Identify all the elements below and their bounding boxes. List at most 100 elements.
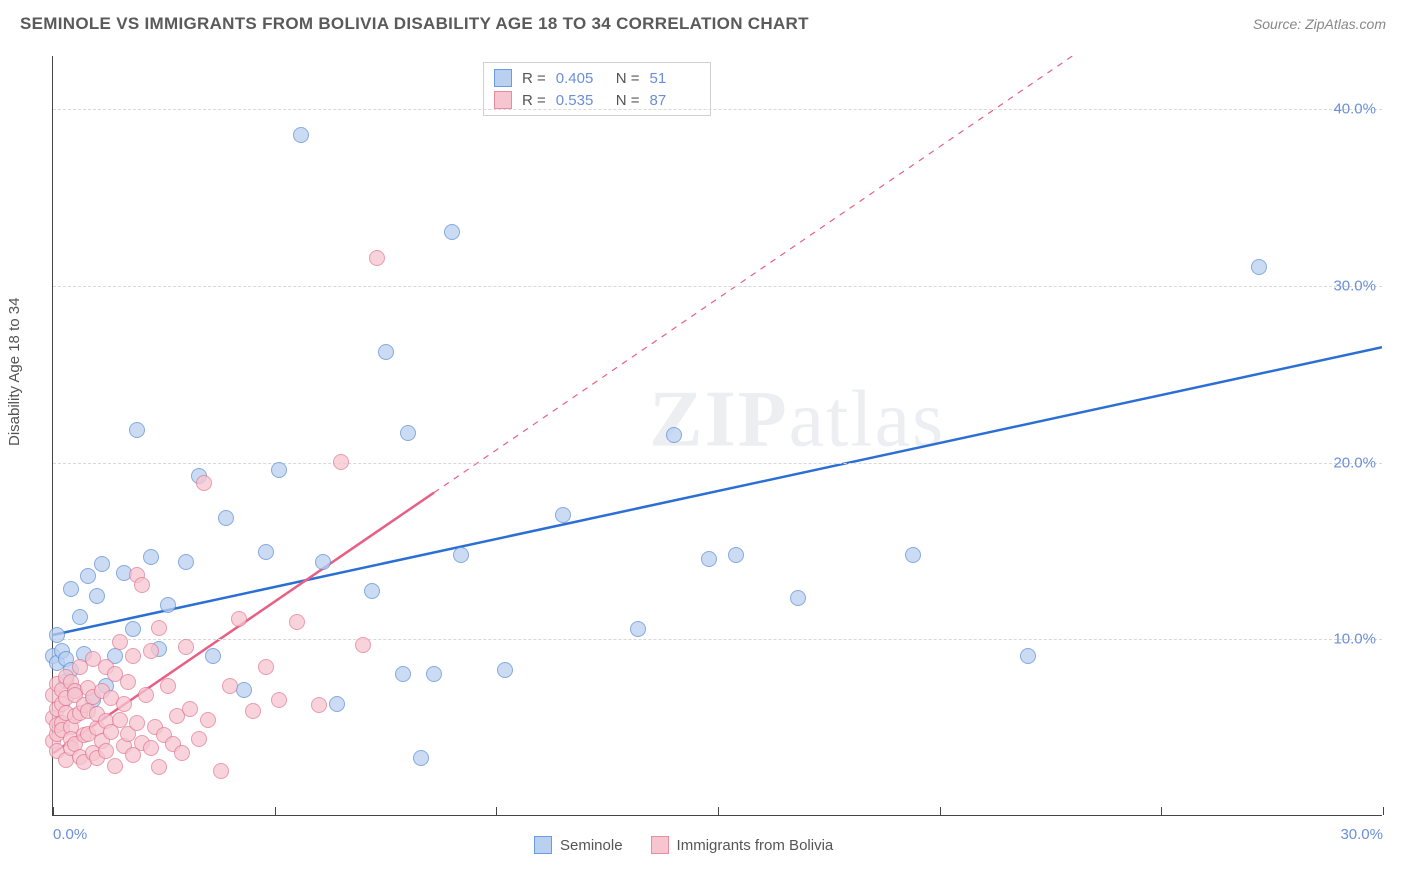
scatter-point	[222, 678, 238, 694]
x-tick-label: 30.0%	[1340, 826, 1383, 843]
legend-n-value: 87	[650, 92, 700, 109]
scatter-point	[134, 577, 150, 593]
watermark: ZIPatlas	[649, 375, 945, 466]
scatter-point	[72, 609, 88, 625]
scatter-point	[160, 597, 176, 613]
legend-row: R = 0.405 N = 51	[494, 67, 700, 89]
legend-label: Immigrants from Bolivia	[677, 837, 834, 854]
scatter-point	[182, 701, 198, 717]
scatter-point	[293, 127, 309, 143]
scatter-point	[160, 678, 176, 694]
scatter-point	[311, 697, 327, 713]
scatter-point	[369, 250, 385, 266]
scatter-point	[378, 344, 394, 360]
scatter-point	[364, 583, 380, 599]
scatter-point	[630, 621, 646, 637]
scatter-point	[400, 425, 416, 441]
scatter-point	[143, 740, 159, 756]
scatter-point	[174, 745, 190, 761]
scatter-point	[178, 554, 194, 570]
legend-label: Seminole	[560, 837, 623, 854]
legend-r-label: R =	[522, 92, 546, 109]
gridline-h	[53, 286, 1382, 287]
scatter-point	[213, 763, 229, 779]
scatter-point	[413, 750, 429, 766]
scatter-point	[271, 462, 287, 478]
x-tick	[496, 807, 497, 815]
scatter-point	[112, 634, 128, 650]
scatter-point	[196, 475, 212, 491]
scatter-point	[315, 554, 331, 570]
scatter-point	[49, 627, 65, 643]
legend-r-label: R =	[522, 70, 546, 87]
gridline-h	[53, 639, 1382, 640]
x-tick-label: 0.0%	[53, 826, 87, 843]
y-tick-label: 30.0%	[1333, 277, 1376, 294]
scatter-point	[80, 568, 96, 584]
scatter-point	[245, 703, 261, 719]
scatter-point	[355, 637, 371, 653]
trend-lines	[53, 56, 1382, 815]
scatter-point	[426, 666, 442, 682]
scatter-point	[271, 692, 287, 708]
legend-swatch	[494, 91, 512, 109]
chart-title: SEMINOLE VS IMMIGRANTS FROM BOLIVIA DISA…	[20, 14, 809, 34]
scatter-point	[231, 611, 247, 627]
x-tick	[53, 807, 54, 815]
scatter-point	[129, 422, 145, 438]
legend-r-value: 0.535	[556, 92, 606, 109]
x-tick	[718, 807, 719, 815]
scatter-point	[129, 715, 145, 731]
scatter-point	[555, 507, 571, 523]
legend-swatch	[651, 836, 669, 854]
scatter-point	[728, 547, 744, 563]
scatter-point	[497, 662, 513, 678]
scatter-point	[444, 224, 460, 240]
legend-swatch	[534, 836, 552, 854]
y-tick-label: 20.0%	[1333, 454, 1376, 471]
scatter-point	[333, 454, 349, 470]
x-tick	[275, 807, 276, 815]
scatter-point	[151, 759, 167, 775]
scatter-point	[701, 551, 717, 567]
gridline-h	[53, 109, 1382, 110]
legend-n-label: N =	[616, 70, 640, 87]
y-tick-label: 40.0%	[1333, 101, 1376, 118]
scatter-point	[905, 547, 921, 563]
legend-r-value: 0.405	[556, 70, 606, 87]
scatter-point	[1020, 648, 1036, 664]
scatter-point	[258, 659, 274, 675]
scatter-point	[453, 547, 469, 563]
scatter-point	[63, 581, 79, 597]
scatter-point	[790, 590, 806, 606]
legend-correlation: R = 0.405 N = 51 R = 0.535 N = 87	[483, 62, 711, 116]
legend-series: Seminole Immigrants from Bolivia	[534, 836, 833, 854]
legend-row: R = 0.535 N = 87	[494, 89, 700, 111]
scatter-point	[138, 687, 154, 703]
x-tick	[940, 807, 941, 815]
scatter-point	[178, 639, 194, 655]
scatter-point	[116, 696, 132, 712]
scatter-point	[125, 648, 141, 664]
y-axis-label: Disability Age 18 to 34	[6, 298, 23, 446]
legend-n-label: N =	[616, 92, 640, 109]
source-label: Source: ZipAtlas.com	[1253, 16, 1386, 32]
legend-item: Seminole	[534, 836, 623, 854]
scatter-point	[143, 549, 159, 565]
gridline-h	[53, 463, 1382, 464]
y-tick-label: 10.0%	[1333, 631, 1376, 648]
legend-n-value: 51	[650, 70, 700, 87]
scatter-point	[107, 758, 123, 774]
scatter-point	[89, 588, 105, 604]
scatter-point	[666, 427, 682, 443]
scatter-point	[191, 731, 207, 747]
scatter-point	[120, 674, 136, 690]
scatter-point	[258, 544, 274, 560]
scatter-point	[205, 648, 221, 664]
x-tick	[1161, 807, 1162, 815]
legend-item: Immigrants from Bolivia	[651, 836, 834, 854]
x-tick	[1383, 807, 1384, 815]
chart-container: Disability Age 18 to 34 ZIPatlas R =0.40…	[14, 46, 1394, 876]
scatter-point	[1251, 259, 1267, 275]
scatter-point	[218, 510, 234, 526]
